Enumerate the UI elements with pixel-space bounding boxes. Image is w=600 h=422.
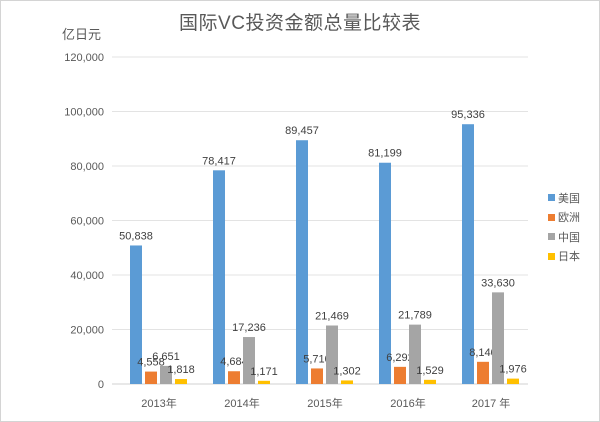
legend-label: 美国 <box>558 192 580 205</box>
x-tick-label: 2017 年 <box>472 396 511 410</box>
data-label: 21,789 <box>398 310 432 322</box>
y-tick-label: 20,000 <box>70 325 104 337</box>
x-tick-label: 2013年 <box>141 396 176 410</box>
data-label: 5,710 <box>303 353 331 365</box>
legend: 美国 欧洲 中国 日本 <box>548 188 580 266</box>
data-label: 95,336 <box>451 109 485 121</box>
bar <box>477 361 489 384</box>
y-tick-label: 120,000 <box>64 52 104 64</box>
x-tick-label: 2016年 <box>390 396 425 410</box>
bar <box>409 324 421 384</box>
bar <box>394 366 406 384</box>
data-label: 89,457 <box>285 125 319 137</box>
data-label: 50,838 <box>119 230 153 242</box>
data-label: 1,171 <box>250 366 278 378</box>
bar <box>311 368 323 384</box>
data-label: 81,199 <box>368 148 402 160</box>
data-label: 1,818 <box>167 364 195 376</box>
data-label: 78,417 <box>202 155 236 167</box>
bar <box>160 365 172 384</box>
bar <box>341 380 353 384</box>
y-tick-label: 40,000 <box>70 270 104 282</box>
bar <box>130 245 142 384</box>
legend-swatch-icon <box>548 233 555 241</box>
bar <box>145 371 157 384</box>
bar <box>228 371 240 384</box>
data-label: 33,630 <box>481 277 515 289</box>
bar <box>213 170 225 384</box>
legend-swatch-icon <box>548 252 555 260</box>
legend-swatch-icon <box>548 213 555 221</box>
legend-swatch-icon <box>548 194 555 202</box>
bar <box>492 292 504 384</box>
bar <box>258 380 270 384</box>
legend-item: 中国 <box>548 227 580 247</box>
legend-item: 美国 <box>548 188 580 208</box>
y-tick-label: 60,000 <box>70 216 104 228</box>
data-label: 1,529 <box>416 365 444 377</box>
bar <box>507 378 519 384</box>
data-label: 6,651 <box>152 351 180 363</box>
bar <box>379 162 391 384</box>
bar <box>326 325 338 384</box>
y-tick-label: 0 <box>98 379 104 391</box>
legend-label: 中国 <box>558 231 580 244</box>
bar <box>462 124 474 384</box>
data-label: 1,976 <box>499 364 527 376</box>
legend-item: 日本 <box>548 247 580 267</box>
data-label: 1,302 <box>333 365 361 377</box>
bar <box>424 379 436 384</box>
data-label: 17,236 <box>232 322 266 334</box>
legend-label: 日本 <box>558 251 580 264</box>
data-label: 4,684 <box>220 356 248 368</box>
y-tick-label: 100,000 <box>64 107 104 119</box>
bar <box>243 337 255 384</box>
data-label: 8,140 <box>469 347 497 359</box>
data-label: 21,469 <box>315 310 349 322</box>
legend-item: 欧洲 <box>548 208 580 228</box>
data-label: 6,292 <box>386 352 414 364</box>
y-tick-label: 80,000 <box>70 161 104 173</box>
legend-label: 欧洲 <box>558 212 580 225</box>
bar <box>296 140 308 384</box>
bar <box>175 379 187 384</box>
chart-title: 国际VC投资金额总量比较表 <box>179 13 421 34</box>
y-axis-unit-label: 亿日元 <box>62 27 102 42</box>
x-tick-label: 2014年 <box>224 396 259 410</box>
x-tick-label: 2015年 <box>307 396 342 410</box>
data-label: 4,558 <box>137 357 165 369</box>
